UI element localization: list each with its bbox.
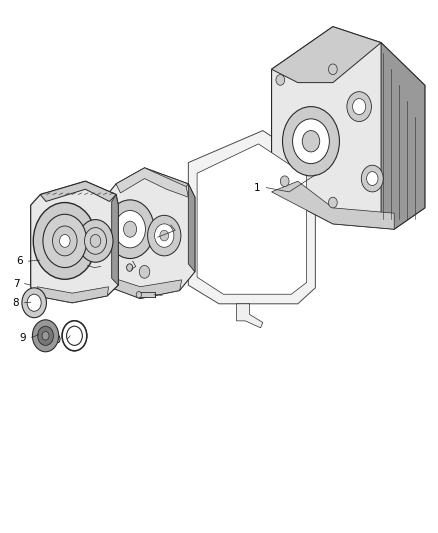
Polygon shape bbox=[112, 195, 118, 285]
Circle shape bbox=[60, 235, 70, 247]
Circle shape bbox=[106, 200, 154, 259]
Circle shape bbox=[53, 226, 77, 256]
Circle shape bbox=[62, 321, 87, 351]
Polygon shape bbox=[40, 181, 116, 201]
Circle shape bbox=[280, 176, 289, 187]
Polygon shape bbox=[381, 43, 425, 229]
Polygon shape bbox=[237, 304, 263, 328]
Circle shape bbox=[124, 221, 137, 237]
Circle shape bbox=[27, 294, 41, 311]
Text: 9: 9 bbox=[20, 334, 26, 343]
Polygon shape bbox=[272, 27, 381, 83]
Circle shape bbox=[353, 99, 366, 115]
Polygon shape bbox=[105, 168, 195, 298]
Text: 3: 3 bbox=[120, 256, 127, 266]
Circle shape bbox=[62, 321, 87, 351]
Circle shape bbox=[155, 224, 174, 247]
Circle shape bbox=[302, 131, 320, 152]
Circle shape bbox=[38, 326, 53, 345]
Polygon shape bbox=[31, 181, 118, 303]
Circle shape bbox=[276, 75, 285, 85]
Circle shape bbox=[115, 211, 145, 248]
Polygon shape bbox=[36, 287, 109, 303]
Text: 8: 8 bbox=[13, 298, 19, 308]
Polygon shape bbox=[197, 144, 307, 294]
Circle shape bbox=[328, 197, 337, 208]
Circle shape bbox=[127, 264, 133, 271]
Text: 2: 2 bbox=[159, 220, 166, 230]
Circle shape bbox=[85, 228, 106, 254]
Circle shape bbox=[367, 172, 378, 185]
Text: 7: 7 bbox=[13, 279, 19, 288]
Circle shape bbox=[33, 203, 96, 279]
Circle shape bbox=[43, 214, 87, 268]
Circle shape bbox=[67, 326, 82, 345]
Polygon shape bbox=[272, 27, 425, 229]
Polygon shape bbox=[112, 278, 182, 298]
Polygon shape bbox=[188, 131, 315, 304]
Polygon shape bbox=[116, 168, 188, 192]
Text: 1: 1 bbox=[254, 183, 261, 192]
Circle shape bbox=[160, 230, 169, 241]
Circle shape bbox=[283, 107, 339, 176]
Polygon shape bbox=[116, 168, 188, 197]
Circle shape bbox=[42, 332, 49, 340]
Text: 10: 10 bbox=[49, 335, 62, 345]
Circle shape bbox=[347, 92, 371, 122]
Polygon shape bbox=[272, 181, 394, 229]
Circle shape bbox=[67, 326, 82, 345]
Circle shape bbox=[139, 265, 150, 278]
Polygon shape bbox=[188, 184, 195, 272]
Circle shape bbox=[293, 119, 329, 164]
Circle shape bbox=[136, 292, 141, 298]
Circle shape bbox=[361, 165, 383, 192]
Circle shape bbox=[90, 235, 101, 247]
Polygon shape bbox=[139, 292, 155, 297]
Text: 6: 6 bbox=[16, 256, 23, 266]
Text: 4: 4 bbox=[150, 290, 157, 300]
Circle shape bbox=[78, 220, 113, 262]
Text: 5: 5 bbox=[76, 261, 82, 270]
Circle shape bbox=[328, 64, 337, 75]
Circle shape bbox=[32, 320, 59, 352]
Circle shape bbox=[148, 215, 181, 256]
Circle shape bbox=[22, 288, 46, 318]
